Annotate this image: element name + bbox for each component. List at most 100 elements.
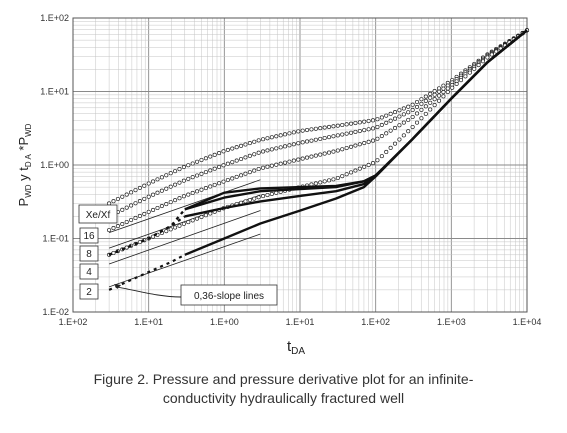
- legend-box-8: [79, 245, 99, 262]
- pressure-point: [494, 49, 499, 54]
- pressure-point: [190, 190, 195, 196]
- pressure-point: [151, 234, 156, 239]
- pressure-point: [362, 141, 367, 146]
- pressure-point: [212, 152, 217, 157]
- pressure-point: [287, 131, 292, 136]
- pressure-point: [137, 185, 142, 190]
- pressure-point: [283, 144, 288, 149]
- pressure-point: [291, 130, 296, 135]
- pressure-point: [195, 189, 200, 194]
- pressure-point: [146, 181, 151, 186]
- derivative-curve-8: [108, 29, 528, 256]
- pressure-point: [137, 213, 142, 219]
- pressure-point: [177, 196, 182, 201]
- pressure-point: [243, 142, 248, 147]
- y-axis-label: PWD y tD A *PWD: [16, 123, 33, 206]
- pressure-point: [186, 192, 191, 197]
- pressure-point: [168, 171, 173, 176]
- pressure-point: [340, 147, 345, 152]
- annotation-box: [180, 284, 278, 306]
- pressure-point: [239, 173, 244, 178]
- pressure-point: [441, 94, 446, 99]
- plot-frame: [72, 17, 528, 313]
- pressure-point: [261, 194, 266, 199]
- pressure-point: [313, 126, 318, 131]
- pressure-point: [331, 134, 336, 139]
- pressure-point: [305, 127, 310, 133]
- pressure-point: [129, 203, 134, 208]
- pressure-point: [256, 150, 261, 155]
- pressure-point: [252, 152, 257, 157]
- x-tick-label: 1.E+04: [513, 317, 542, 327]
- pressure-point: [186, 220, 191, 225]
- pressure-point: [137, 240, 142, 245]
- pressure-point: [124, 192, 129, 197]
- pressure-point: [120, 194, 125, 199]
- pressure-point: [296, 129, 301, 134]
- pressure-point: [384, 149, 389, 155]
- pressure-point: [195, 216, 200, 221]
- pressure-point: [318, 152, 323, 157]
- grid: [72, 17, 528, 313]
- pressure-point: [344, 122, 349, 127]
- x-axis-label: tDA: [287, 338, 305, 357]
- pressure-point: [278, 145, 283, 150]
- pressure-point: [353, 129, 358, 134]
- pressure-point: [348, 130, 354, 135]
- pressure-curve-8: [107, 28, 530, 219]
- pressure-point: [348, 121, 354, 126]
- pressure-point: [142, 211, 147, 216]
- pressure-point: [428, 91, 433, 96]
- pressure-point: [265, 148, 270, 153]
- pressure-point: [283, 160, 288, 165]
- pressure-point: [155, 205, 160, 211]
- pressure-point: [335, 133, 340, 138]
- pressure-point: [305, 155, 310, 160]
- pressure-point: [357, 166, 362, 171]
- pressure-point: [190, 175, 195, 180]
- pressure-point: [265, 136, 270, 141]
- x-tick-label: 1.E+01: [134, 317, 163, 327]
- pressure-point: [432, 92, 437, 97]
- pressure-point: [261, 165, 266, 170]
- pressure-point: [203, 156, 208, 161]
- pressure-curve-16: [107, 28, 530, 206]
- pressure-point: [322, 151, 327, 156]
- pressure-point: [243, 171, 248, 176]
- pressure-point: [467, 70, 472, 75]
- pressure-point: [269, 191, 274, 197]
- pressure-point: [362, 119, 367, 124]
- pressure-point: [432, 97, 437, 102]
- pressure-point: [168, 200, 173, 205]
- pressure-point: [388, 145, 393, 150]
- y-tick-label: 1.E+00: [40, 160, 69, 170]
- pressure-point: [406, 110, 411, 115]
- pressure-point: [164, 186, 169, 191]
- pressure-point: [414, 99, 420, 105]
- pressure-point: [375, 158, 380, 163]
- pressure-point: [181, 221, 186, 226]
- pressure-point: [217, 151, 222, 156]
- pressure-point: [366, 139, 371, 144]
- pressure-point: [212, 166, 217, 171]
- pressure-point: [476, 63, 481, 68]
- pressure-point: [419, 101, 424, 106]
- pressure-point: [111, 199, 116, 204]
- pressure-point: [392, 141, 398, 146]
- pressure-point: [410, 124, 415, 130]
- pressure-point: [384, 131, 389, 136]
- pressure-point: [406, 104, 411, 109]
- pressure-point: [344, 172, 349, 177]
- caption-line-2: conductivity hydraulically fractured wel…: [162, 390, 405, 406]
- pressure-point: [436, 89, 442, 94]
- pressure-point: [247, 170, 252, 175]
- pressure-point: [274, 134, 279, 139]
- y-tick-label: 1.E-02: [42, 307, 69, 317]
- pressure-point: [392, 116, 398, 121]
- pressure-point: [428, 95, 433, 100]
- pressure-point: [375, 124, 380, 130]
- pressure-point: [309, 138, 314, 143]
- pressure-point: [133, 188, 138, 193]
- x-tick-label: 1.E+02: [59, 317, 88, 327]
- pressure-point: [181, 194, 186, 199]
